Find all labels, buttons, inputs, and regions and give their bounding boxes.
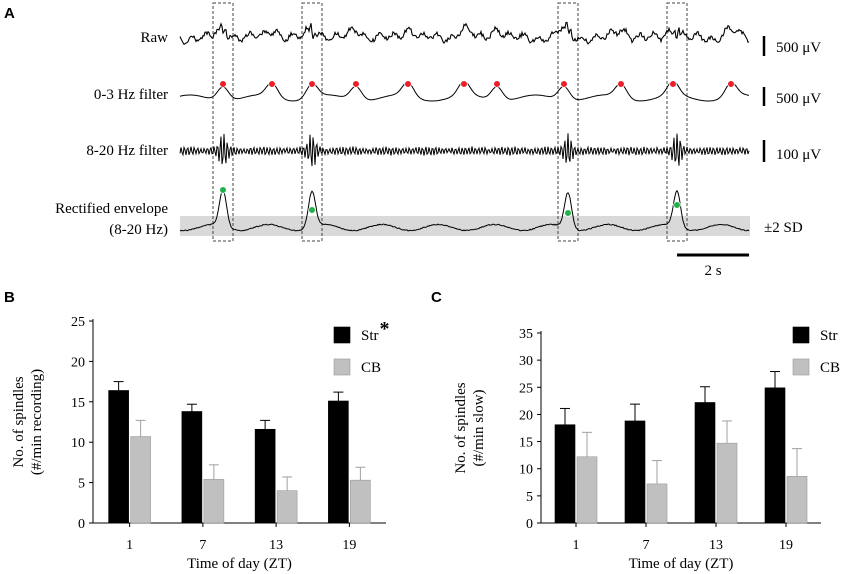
- panel-c-letter: C: [431, 289, 442, 306]
- envelope-peak-markers: [219, 186, 681, 217]
- y-tick-label: 25: [519, 381, 533, 396]
- scale-label-raw: 500 μV: [776, 40, 821, 56]
- legend-swatch-str: [333, 326, 351, 344]
- slow-peak-marker: [308, 80, 316, 88]
- trace-label-spindle-band: 8-20 Hz filter: [86, 143, 168, 159]
- bar-str-19: [764, 387, 786, 524]
- y-tick-label: 10: [71, 436, 85, 451]
- bar-cb-1: [130, 436, 151, 524]
- slow-peak-marker: [493, 80, 501, 88]
- legend-label-str: Str*: [361, 318, 390, 344]
- y-tick-label: 15: [519, 436, 533, 451]
- bar-chart-c: 0 5 10 15 20 25 30 35 1 7 13 19 Time of day (ZT) No. …: [453, 326, 840, 572]
- x-tick-label: 7: [643, 538, 650, 553]
- envelope-peak-marker: [673, 201, 681, 209]
- scale-label-slow: 500 μV: [776, 91, 821, 107]
- trace-label-slow: 0-3 Hz filter: [94, 87, 168, 103]
- slow-peak-marker: [727, 80, 735, 88]
- y-tick-label: 25: [71, 315, 85, 330]
- bar-str-1: [554, 424, 576, 524]
- slow-peak-marker: [669, 80, 677, 88]
- legend-swatch-cb: [792, 358, 810, 376]
- trace-label-envelope-band: (8-20 Hz): [109, 222, 168, 238]
- bar-str-7: [624, 420, 646, 524]
- x-tick-label: 1: [573, 538, 580, 553]
- detection-window: [557, 2, 579, 242]
- time-scale-label: 2 s: [704, 263, 721, 279]
- bar-str-13: [694, 402, 716, 524]
- bar-str-7: [181, 411, 203, 524]
- x-tick-label: 7: [199, 538, 206, 553]
- envelope-trace: [179, 189, 750, 232]
- legend-swatch-str: [792, 326, 810, 344]
- y-tick-label: 0: [78, 517, 85, 532]
- detection-window: [301, 2, 323, 242]
- detection-window: [666, 2, 688, 242]
- x-tick-label: 19: [342, 538, 356, 553]
- y-tick-label: 30: [519, 354, 533, 369]
- trace-label-raw: Raw: [141, 30, 169, 46]
- slow-peak-markers: [219, 80, 735, 88]
- trace-label-envelope: Rectified envelope: [55, 201, 168, 217]
- envelope-peak-marker: [564, 209, 572, 217]
- y-tick-label: 5: [78, 477, 85, 492]
- y-tick-label: 35: [519, 327, 533, 342]
- scale-label-envelope: ±2 SD: [764, 220, 803, 236]
- bar-cb-13: [276, 490, 298, 524]
- bar-cb-19: [786, 476, 808, 524]
- bar-chart-b: 0 5 10 15 20 25 1 7 13 19 Time of day (ZT) No. of s…: [11, 315, 390, 572]
- y-axis-label: (#/min recording): [29, 369, 45, 475]
- panel-c: C 0 5 10 15 20 25 30 35 1 7 13 19 Time of day (ZT) No…: [431, 289, 840, 572]
- y-tick-label: 20: [71, 355, 85, 370]
- legend-label-str: Str: [820, 328, 838, 344]
- x-axis-label: Time of day (ZT): [629, 556, 734, 572]
- x-tick-label: 19: [779, 538, 793, 553]
- bar-cb-7: [646, 483, 668, 524]
- significance-marker: *: [380, 318, 390, 340]
- detection-window: [212, 2, 234, 242]
- slow-peak-marker: [352, 80, 360, 88]
- x-tick-label: 13: [709, 538, 723, 553]
- y-axis-label: No. of spindles: [11, 376, 27, 467]
- legend-label-cb: CB: [820, 360, 840, 376]
- bar-cb-19: [350, 479, 371, 524]
- y-tick-label: 0: [526, 517, 533, 532]
- y-axis-label: No. of spindles: [453, 382, 469, 473]
- bar-str-19: [328, 400, 349, 524]
- y-tick-label: 20: [519, 408, 533, 423]
- scale-label-spindle: 100 μV: [776, 147, 821, 163]
- y-tick-label: 10: [519, 463, 533, 478]
- slow-peak-marker: [617, 80, 625, 88]
- slow-peak-marker: [219, 80, 227, 88]
- raw-trace: [179, 21, 750, 46]
- envelope-peak-marker: [219, 186, 227, 194]
- bar-cb-7: [203, 479, 225, 524]
- panel-b: B 0 5 10 15 20 25 1 7 13 19 Time of day (ZT) No. of…: [4, 289, 390, 572]
- slow-peak-marker: [404, 80, 412, 88]
- slow-peak-marker: [460, 80, 468, 88]
- slow-peak-marker: [560, 80, 568, 88]
- bar-str-13: [254, 428, 276, 524]
- panel-a: A Raw 0-3 Hz filter 8-20 Hz filter Recti…: [4, 2, 821, 279]
- panel-a-letter: A: [4, 5, 15, 22]
- y-tick-label: 15: [71, 396, 85, 411]
- y-axis-label: (#/min slow): [471, 389, 487, 466]
- bar-str-1: [108, 390, 129, 524]
- x-axis-label: Time of day (ZT): [187, 556, 292, 572]
- x-tick-label: 13: [269, 538, 283, 553]
- spindle-filter-trace: [179, 133, 750, 167]
- x-tick-label: 1: [126, 538, 133, 553]
- bar-cb-1: [576, 456, 598, 524]
- panel-b-letter: B: [4, 289, 15, 306]
- legend-label-cb: CB: [361, 360, 381, 376]
- slow-peak-marker: [268, 80, 276, 88]
- sd-band: [180, 216, 750, 236]
- y-tick-label: 5: [526, 490, 533, 505]
- envelope-peak-marker: [308, 206, 316, 214]
- legend-swatch-cb: [333, 358, 351, 376]
- bar-cb-13: [716, 442, 738, 524]
